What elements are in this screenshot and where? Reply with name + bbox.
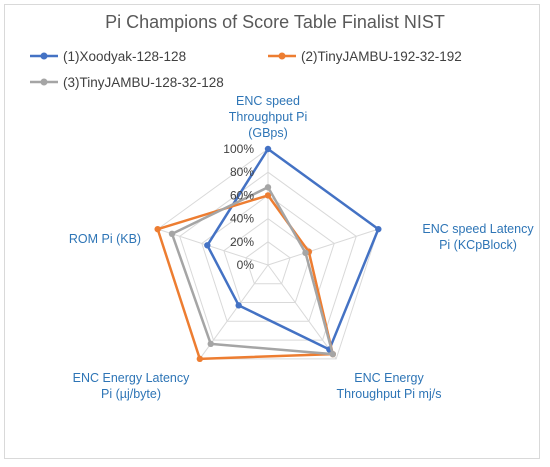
radar-axis-labels: ENC speed Throughput Pi (GBps) ENC speed La… [69,94,534,401]
axis-label-3-line-1: ENC Energy [354,371,424,385]
series-3-point-4 [207,340,214,348]
grid-spoke-4 [157,228,269,266]
axis-label-1-line-2: Throughput Pi [229,110,308,124]
series-1-point-5 [204,242,211,249]
axis-label-2: ENC speed Latency Pi (KCpBlock) [422,222,534,252]
series-1-point-2 [375,225,382,233]
tick-label-3: 60% [230,188,254,202]
axis-label-4: ENC Energy Latency Pi (µj/byte) [73,371,190,401]
series-3-point-5 [168,230,176,238]
legend-marker-3 [40,78,48,86]
tick-label-5: 100% [223,142,254,156]
axis-label-3-line-2: Throughput Pi mj/s [337,387,442,401]
series-3-point-2 [302,249,309,257]
series-3-point-3 [329,350,336,358]
legend-marker-1 [40,52,48,60]
series-2-point-4 [196,355,204,363]
grid-ring-4 [179,171,357,341]
legend-item-1: (1)Xoodyak-128-128 [30,49,186,64]
chart-legend: (1)Xoodyak-128-128 (2)TinyJAMBU-192-32-19… [30,49,462,90]
axis-label-1: ENC speed Throughput Pi (GBps) [229,94,308,140]
series-line-3 [170,186,335,356]
axis-label-4-line-2: Pi (µj/byte) [101,387,161,401]
grid-spoke-1 [267,228,379,266]
series-1-point-1 [264,145,272,153]
legend-label-1: (1)Xoodyak-128-128 [63,49,186,64]
axis-label-2-line-1: ENC speed Latency [422,222,534,236]
axis-label-1-line-3: (GBps) [248,126,288,140]
series-3 [168,184,336,358]
legend-marker-2 [278,52,286,60]
series-2-point-1 [264,192,272,199]
axis-label-4-line-1: ENC Energy Latency [73,371,190,385]
legend-label-2: (2)TinyJAMBU-192-32-192 [301,49,462,64]
series-2-point-5 [154,225,161,233]
series-1-point-4 [235,302,242,309]
grid-spoke-2 [267,264,337,360]
tick-label-1: 20% [230,235,254,249]
legend-item-3: (3)TinyJAMBU-128-32-128 [30,75,224,90]
series-line-1 [206,147,380,351]
radar-ticks: 0% 20% 40% 60% 80% 100% [223,142,254,272]
series-line-2 [156,194,335,361]
legend-item-2: (2)TinyJAMBU-192-32-192 [268,49,462,64]
tick-label-4: 80% [230,165,254,179]
axis-label-5: ROM Pi (KB) [69,232,141,246]
chart-frame [4,4,540,459]
axis-label-5-line-1: ROM Pi (KB) [69,232,141,246]
tick-label-0: 0% [237,258,255,272]
axis-label-2-line-2: Pi (KCpBlock) [439,238,517,252]
legend-label-3: (3)TinyJAMBU-128-32-128 [63,75,224,90]
radar-series [154,145,382,363]
chart-title: Pi Champions of Score Table Finalist NIS… [105,12,445,32]
grid-ring-1 [245,241,291,285]
tick-label-2: 40% [230,212,254,226]
axis-label-3: ENC Energy Throughput Pi mj/s [337,371,442,401]
axis-label-1-line-1: ENC speed [236,94,300,108]
series-3-point-1 [264,184,272,191]
